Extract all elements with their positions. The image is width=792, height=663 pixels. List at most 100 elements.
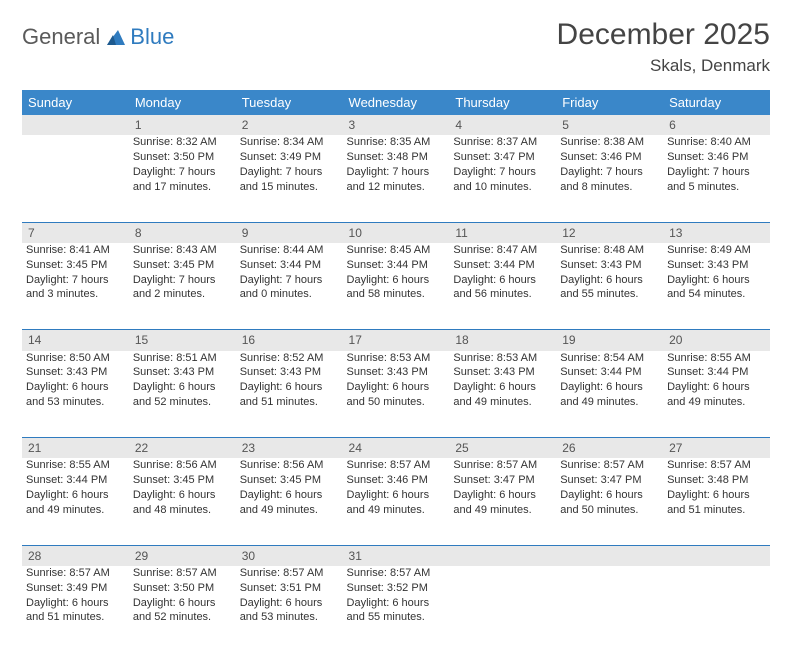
week-row: Sunrise: 8:50 AMSunset: 3:43 PMDaylight:…: [22, 351, 770, 438]
calendar-page: General Blue December 2025 Skals, Denmar…: [0, 0, 792, 663]
day-cell: Sunrise: 8:54 AMSunset: 3:44 PMDaylight:…: [556, 351, 663, 438]
day-cell-line: Daylight: 6 hours: [560, 380, 659, 395]
daynum-row: 21222324252627: [22, 438, 770, 459]
day-cell-line: Sunset: 3:43 PM: [560, 258, 659, 273]
day-cell-line: Sunset: 3:44 PM: [560, 365, 659, 380]
day-number: .: [22, 115, 129, 135]
day-cell-line: Sunset: 3:43 PM: [26, 365, 125, 380]
day-cell-line: Sunrise: 8:45 AM: [347, 243, 446, 258]
day-number: 21: [22, 438, 129, 459]
day-number: 23: [236, 438, 343, 459]
day-number: 15: [129, 330, 236, 351]
daynum-row: 78910111213: [22, 222, 770, 243]
day-cell-line: Sunrise: 8:56 AM: [133, 458, 232, 473]
day-cell-line: Sunrise: 8:53 AM: [453, 351, 552, 366]
day-cell-line: Sunset: 3:48 PM: [347, 150, 446, 165]
day-cell-line: Daylight: 7 hours: [240, 273, 339, 288]
day-cell-line: Sunset: 3:50 PM: [133, 150, 232, 165]
day-cell: Sunrise: 8:57 AMSunset: 3:47 PMDaylight:…: [556, 458, 663, 545]
day-cell-line: and 17 minutes.: [133, 180, 232, 195]
day-number: 20: [663, 330, 770, 351]
day-cell-line: Sunrise: 8:57 AM: [667, 458, 766, 473]
day-cell-line: Sunset: 3:44 PM: [26, 473, 125, 488]
day-cell-line: Sunrise: 8:44 AM: [240, 243, 339, 258]
day-cell-line: and 12 minutes.: [347, 180, 446, 195]
day-number: 3: [343, 115, 450, 135]
day-cell-line: Sunrise: 8:43 AM: [133, 243, 232, 258]
day-cell-line: Daylight: 7 hours: [26, 273, 125, 288]
daynum-row: .123456: [22, 115, 770, 135]
week-row: Sunrise: 8:55 AMSunset: 3:44 PMDaylight:…: [22, 458, 770, 545]
day-cell: Sunrise: 8:57 AMSunset: 3:47 PMDaylight:…: [449, 458, 556, 545]
day-cell-line: Daylight: 6 hours: [133, 596, 232, 611]
day-cell-line: Sunrise: 8:48 AM: [560, 243, 659, 258]
dow-thursday: Thursday: [449, 90, 556, 115]
day-cell-line: and 49 minutes.: [26, 503, 125, 518]
day-cell-line: Daylight: 6 hours: [453, 380, 552, 395]
day-number: 5: [556, 115, 663, 135]
day-number: 12: [556, 222, 663, 243]
day-cell: Sunrise: 8:52 AMSunset: 3:43 PMDaylight:…: [236, 351, 343, 438]
day-cell-line: Sunset: 3:47 PM: [453, 150, 552, 165]
week-row: Sunrise: 8:32 AMSunset: 3:50 PMDaylight:…: [22, 135, 770, 222]
day-number: 29: [129, 545, 236, 566]
day-cell: Sunrise: 8:47 AMSunset: 3:44 PMDaylight:…: [449, 243, 556, 330]
week-row: Sunrise: 8:57 AMSunset: 3:49 PMDaylight:…: [22, 566, 770, 653]
dow-tuesday: Tuesday: [236, 90, 343, 115]
day-cell-line: Sunset: 3:43 PM: [240, 365, 339, 380]
day-cell-line: Daylight: 7 hours: [347, 165, 446, 180]
day-cell-line: Sunset: 3:45 PM: [240, 473, 339, 488]
day-cell-line: Daylight: 7 hours: [133, 273, 232, 288]
day-cell-line: Daylight: 6 hours: [26, 596, 125, 611]
calendar-table: Sunday Monday Tuesday Wednesday Thursday…: [22, 90, 770, 653]
day-cell: Sunrise: 8:32 AMSunset: 3:50 PMDaylight:…: [129, 135, 236, 222]
day-number: 9: [236, 222, 343, 243]
day-number: 19: [556, 330, 663, 351]
day-cell-line: and 49 minutes.: [347, 503, 446, 518]
day-cell-line: Sunrise: 8:57 AM: [347, 458, 446, 473]
day-cell-line: Sunrise: 8:52 AM: [240, 351, 339, 366]
dow-saturday: Saturday: [663, 90, 770, 115]
day-cell-line: and 49 minutes.: [453, 395, 552, 410]
day-cell-line: Sunset: 3:49 PM: [240, 150, 339, 165]
day-cell-line: Sunrise: 8:55 AM: [667, 351, 766, 366]
day-cell-line: and 58 minutes.: [347, 287, 446, 302]
day-cell-line: Sunrise: 8:41 AM: [26, 243, 125, 258]
day-cell: [556, 566, 663, 653]
day-cell-line: and 3 minutes.: [26, 287, 125, 302]
day-number: 18: [449, 330, 556, 351]
day-cell-line: Daylight: 6 hours: [667, 380, 766, 395]
day-cell-line: Daylight: 6 hours: [347, 596, 446, 611]
day-cell-line: Sunrise: 8:35 AM: [347, 135, 446, 150]
day-number: .: [449, 545, 556, 566]
day-number: .: [663, 545, 770, 566]
day-number: 11: [449, 222, 556, 243]
day-cell-line: Daylight: 6 hours: [453, 488, 552, 503]
day-cell-line: Sunrise: 8:57 AM: [347, 566, 446, 581]
day-cell: Sunrise: 8:45 AMSunset: 3:44 PMDaylight:…: [343, 243, 450, 330]
day-cell-line: and 53 minutes.: [240, 610, 339, 625]
day-cell: Sunrise: 8:57 AMSunset: 3:49 PMDaylight:…: [22, 566, 129, 653]
dow-wednesday: Wednesday: [343, 90, 450, 115]
day-number: 17: [343, 330, 450, 351]
day-cell-line: and 8 minutes.: [560, 180, 659, 195]
day-cell-line: and 50 minutes.: [347, 395, 446, 410]
dow-monday: Monday: [129, 90, 236, 115]
day-cell-line: Daylight: 7 hours: [133, 165, 232, 180]
day-cell-line: Sunset: 3:50 PM: [133, 581, 232, 596]
day-cell: Sunrise: 8:53 AMSunset: 3:43 PMDaylight:…: [449, 351, 556, 438]
week-row: Sunrise: 8:41 AMSunset: 3:45 PMDaylight:…: [22, 243, 770, 330]
day-cell-line: and 53 minutes.: [26, 395, 125, 410]
dow-friday: Friday: [556, 90, 663, 115]
day-cell-line: and 52 minutes.: [133, 395, 232, 410]
day-cell: Sunrise: 8:44 AMSunset: 3:44 PMDaylight:…: [236, 243, 343, 330]
day-cell-line: Daylight: 6 hours: [26, 380, 125, 395]
day-cell-line: Sunrise: 8:57 AM: [133, 566, 232, 581]
day-cell-line: Daylight: 7 hours: [240, 165, 339, 180]
day-cell-line: Sunrise: 8:32 AM: [133, 135, 232, 150]
day-cell-line: and 50 minutes.: [560, 503, 659, 518]
logo-text-general: General: [22, 24, 100, 50]
day-number: 14: [22, 330, 129, 351]
day-cell: [22, 135, 129, 222]
day-cell-line: Sunset: 3:45 PM: [133, 258, 232, 273]
